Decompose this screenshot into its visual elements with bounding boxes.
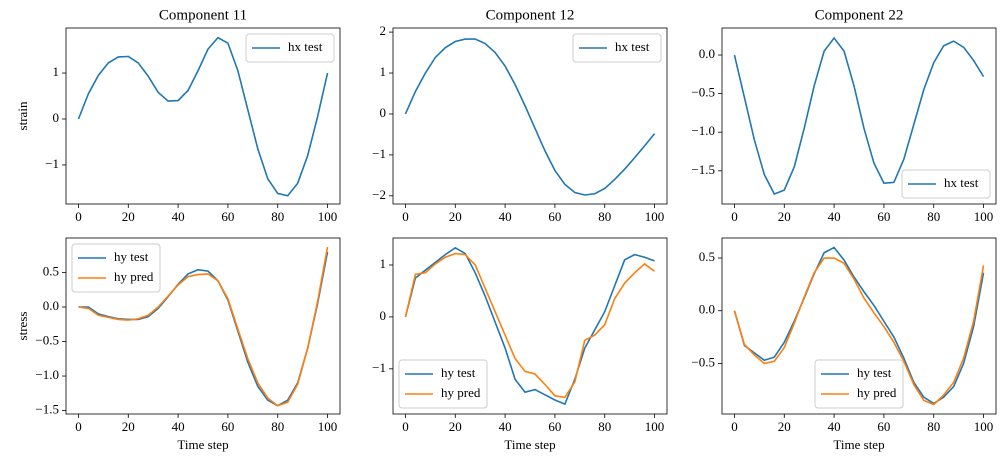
- x-tick-label: 0: [75, 419, 82, 434]
- legend-label: hy test: [857, 365, 892, 380]
- plot-frame: [65, 237, 341, 415]
- x-tick-label: 0: [75, 209, 82, 224]
- legend-box: [71, 243, 161, 293]
- y-tick-label: 1: [380, 64, 387, 79]
- legend-label: hy test: [114, 249, 149, 264]
- y-tick-label: 1: [380, 256, 387, 271]
- series-line: [733, 246, 985, 405]
- x-tick-label: 60: [548, 209, 561, 224]
- y-tick-label: −1.0: [35, 367, 59, 382]
- x-tick-label: 20: [778, 209, 791, 224]
- x-tick-label: 60: [221, 209, 234, 224]
- subplot-title: Component 22: [815, 7, 904, 23]
- y-tick-label: −1.0: [691, 123, 715, 138]
- y-tick-label: −1.5: [691, 162, 715, 177]
- y-tick-label: 0.0: [699, 46, 715, 61]
- legend-label: hy pred: [441, 385, 481, 400]
- y-tick-label: −1.5: [35, 402, 59, 417]
- x-tick-label: 80: [271, 419, 284, 434]
- x-tick-label: 100: [974, 419, 994, 434]
- legend-box: [814, 359, 904, 409]
- x-tick-label: 60: [221, 419, 234, 434]
- plot-frame: [65, 27, 341, 205]
- y-axis-label: strain: [15, 101, 30, 130]
- x-tick-label: 20: [122, 419, 135, 434]
- legend-box: [572, 33, 662, 63]
- y-tick-label: 1: [53, 64, 60, 79]
- x-tick-label: 100: [318, 419, 338, 434]
- x-tick-label: 60: [877, 209, 890, 224]
- x-tick-label: 40: [499, 419, 512, 434]
- legend-label: hx test: [288, 39, 323, 54]
- legend-box: [245, 33, 335, 63]
- x-tick-label: 80: [598, 209, 611, 224]
- series-line: [404, 38, 656, 196]
- y-tick-label: 0.5: [699, 249, 715, 264]
- y-tick-label: −2: [372, 187, 386, 202]
- y-tick-label: 0.0: [43, 298, 59, 313]
- x-axis-label: Time step: [504, 437, 555, 452]
- y-tick-label: 0: [380, 308, 387, 323]
- x-tick-label: 80: [271, 209, 284, 224]
- plot-frame: [392, 27, 668, 205]
- x-tick-label: 0: [731, 419, 738, 434]
- y-tick-label: −0.5: [691, 85, 715, 100]
- subplot-title: Component 12: [486, 7, 575, 23]
- legend-box: [901, 169, 991, 199]
- x-tick-label: 0: [731, 209, 738, 224]
- x-tick-label: 100: [318, 209, 338, 224]
- x-tick-label: 100: [645, 209, 665, 224]
- x-axis-label: Time step: [833, 437, 884, 452]
- x-tick-label: 20: [449, 209, 462, 224]
- series-line: [733, 257, 985, 406]
- series-line: [733, 36, 985, 195]
- x-tick-label: 100: [974, 209, 994, 224]
- x-tick-label: 80: [598, 419, 611, 434]
- y-tick-label: 0.5: [43, 263, 59, 278]
- series-line: [77, 36, 329, 197]
- legend-box: [398, 359, 488, 409]
- x-tick-label: 40: [499, 209, 512, 224]
- y-tick-label: −1: [45, 156, 59, 171]
- x-tick-label: 20: [122, 209, 135, 224]
- series-line: [78, 246, 329, 407]
- legend-label: hx test: [615, 39, 650, 54]
- x-tick-label: 0: [402, 419, 409, 434]
- y-tick-label: −0.5: [691, 354, 715, 369]
- legend-label: hy pred: [114, 269, 154, 284]
- y-tick-label: 0: [380, 105, 387, 120]
- y-tick-label: −1: [372, 360, 386, 375]
- legend-label: hy test: [441, 365, 476, 380]
- y-tick-label: 0.0: [699, 302, 715, 317]
- x-tick-label: 80: [927, 209, 940, 224]
- x-tick-label: 60: [548, 419, 561, 434]
- plot-frame: [721, 237, 997, 415]
- plot-frame: [721, 27, 997, 205]
- y-axis-label: stress: [15, 312, 30, 341]
- series-line: [404, 246, 655, 406]
- x-tick-label: 80: [927, 419, 940, 434]
- x-tick-label: 60: [877, 419, 890, 434]
- subplot-title: Component 11: [159, 7, 247, 23]
- x-tick-label: 20: [778, 419, 791, 434]
- legend-label: hx test: [944, 175, 979, 190]
- x-tick-label: 40: [172, 209, 185, 224]
- plot-frame: [392, 237, 668, 415]
- x-tick-label: 40: [828, 419, 841, 434]
- series-line: [404, 252, 656, 399]
- x-tick-label: 100: [645, 419, 665, 434]
- y-tick-label: −1: [372, 146, 386, 161]
- y-tick-label: −0.5: [35, 333, 59, 348]
- x-axis-label: Time step: [177, 437, 228, 452]
- x-tick-label: 40: [828, 209, 841, 224]
- y-tick-label: 2: [380, 23, 387, 38]
- legend-label: hy pred: [857, 385, 897, 400]
- x-tick-label: 40: [172, 419, 185, 434]
- x-tick-label: 20: [449, 419, 462, 434]
- x-tick-label: 0: [402, 209, 409, 224]
- y-tick-label: 0: [53, 110, 60, 125]
